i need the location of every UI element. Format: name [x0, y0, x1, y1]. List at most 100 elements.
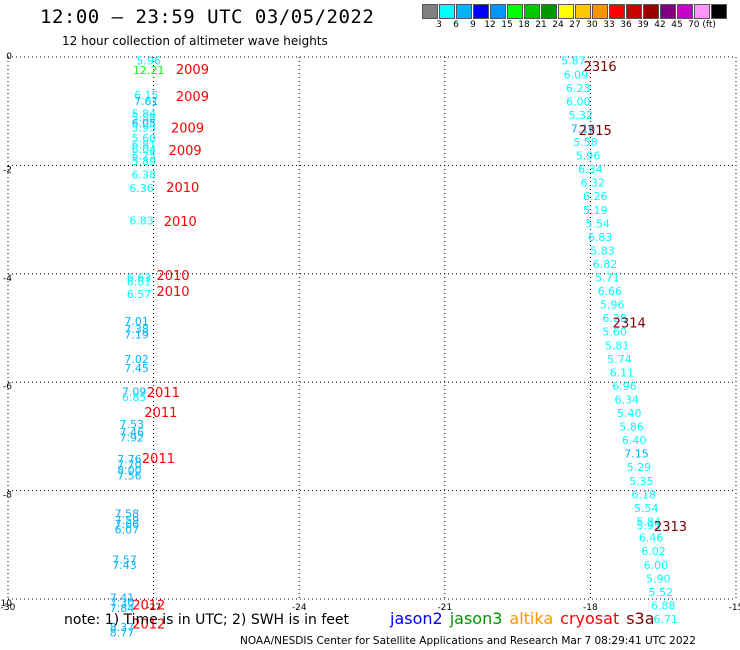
legend-label: 3	[436, 20, 442, 30]
y-tick-label: -2	[3, 165, 12, 175]
wave-height-point: 5.58	[573, 136, 598, 149]
wave-height-point: 6.26	[583, 190, 608, 203]
wave-height-point: 6.63	[127, 272, 152, 285]
wave-height-point: 6.40	[622, 434, 647, 447]
satellite-jason3: jason3	[449, 609, 503, 628]
legend-label: 70 (ft)	[688, 20, 716, 30]
y-tick-label: -8	[3, 491, 12, 501]
legend-label: 24	[552, 20, 564, 30]
legend-label: 30	[586, 20, 598, 30]
wave-height-point: 6.81	[132, 139, 157, 152]
time-annotation: 2010	[166, 181, 199, 196]
time-annotation: 2009	[176, 90, 209, 105]
legend-label: 39	[637, 20, 649, 30]
wave-height-point: 6.09	[564, 68, 589, 81]
legend-swatch	[422, 4, 438, 19]
wave-height-point: 6.28	[602, 312, 627, 325]
y-tick-label: -4	[3, 274, 12, 284]
wave-height-point: 7.59	[115, 514, 140, 527]
wave-height-point: 5.84	[132, 107, 157, 120]
legend-swatch	[626, 4, 642, 19]
wave-height-point: 6.00	[566, 95, 591, 108]
wave-height-point: 7.58	[115, 507, 140, 520]
wave-height-point: 6.32	[581, 177, 606, 190]
legend-label: 6	[453, 20, 459, 30]
legend-swatch	[541, 4, 557, 19]
wave-height-point: 5.29	[627, 461, 652, 474]
wave-height-point: 5.83	[590, 244, 615, 257]
legend-swatch	[711, 4, 727, 19]
wave-height-point: 5.88	[132, 112, 157, 125]
wave-height-point: 5.71	[595, 272, 620, 285]
wave-height-point: 6.04	[132, 143, 157, 156]
wave-height-point: 7.43	[112, 559, 137, 572]
wave-height-point: 5.60	[132, 132, 157, 145]
wave-height-point: 6.02	[641, 545, 666, 558]
wave-height-point: 6.25	[132, 150, 157, 163]
legend-swatch	[609, 4, 625, 19]
wave-height-point: 6.46	[639, 532, 664, 545]
legend-swatch	[643, 4, 659, 19]
wave-height-point: 7.16	[571, 122, 596, 135]
wave-height-point: 6.00	[644, 559, 669, 572]
legend-label: 45	[671, 20, 683, 30]
y-tick-label: -10	[0, 599, 12, 609]
wave-height-point: 5.96	[136, 55, 161, 68]
wave-height-point: 6.11	[610, 366, 635, 379]
legend-swatch	[660, 4, 676, 19]
chart-grid	[7, 56, 737, 600]
wave-height-point: 5.60	[602, 326, 627, 339]
wave-height-point: 5.40	[617, 407, 642, 420]
wave-height-point: 7.56	[117, 469, 142, 482]
wave-height-point: 5.89	[132, 155, 157, 168]
wave-height-point: 5.74	[607, 353, 632, 366]
wave-height-point: 6.96	[612, 380, 637, 393]
legend-swatches	[422, 4, 740, 19]
wave-height-point: 5.95	[132, 121, 157, 134]
wave-height-point: 6.83	[129, 215, 154, 228]
wave-height-point: 5.96	[600, 299, 625, 312]
time-annotation: 2010	[164, 215, 197, 230]
y-tick-label: -6	[3, 382, 12, 392]
wave-height-point: 6.23	[566, 82, 591, 95]
wave-height-point: 7.30	[110, 597, 135, 610]
wave-height-point: 5.90	[646, 572, 671, 585]
time-annotation: 2316	[584, 60, 617, 75]
wave-height-point: 7.19	[124, 328, 149, 341]
legend-label: 21	[535, 20, 547, 30]
wave-height-point: 6.66	[598, 285, 623, 298]
wave-height-point: 7.57	[112, 553, 137, 566]
wave-height-point: 6.07	[115, 524, 140, 537]
legend-label: 27	[569, 20, 581, 30]
legend-swatch	[575, 4, 591, 19]
wave-height-point: 7.46	[120, 426, 145, 439]
wave-height-point: 7.09	[122, 385, 147, 398]
time-annotation: 2010	[156, 285, 189, 300]
wave-height-point: 5.54	[634, 502, 659, 515]
legend-label: 15	[501, 20, 513, 30]
legend-labels: 3 6 9 12 15 18 21 24 27 30 33 36 39 42 45 70 (ft)	[422, 19, 740, 31]
wave-height-point: 5.96	[576, 150, 601, 163]
time-annotation: 2011	[144, 406, 177, 421]
page-title: 12:00 – 23:59 UTC 03/05/2022	[40, 6, 375, 28]
wave-height-point: 7.76	[117, 453, 142, 466]
wave-height-point: 8.77	[110, 627, 135, 640]
wave-height-point: 6.38	[132, 169, 157, 182]
wave-height-point: 5.84	[636, 515, 661, 528]
page-subtitle: 12 hour collection of altimeter wave hei…	[62, 34, 328, 48]
wave-height-point: 5.32	[568, 109, 593, 122]
data-points: 5.9612.216.157.615.845.886.055.955.606.8…	[110, 55, 678, 640]
time-annotation: 2010	[156, 269, 189, 284]
x-tick-label: -30	[1, 603, 16, 613]
legend-swatch	[558, 4, 574, 19]
legend-label: 33	[603, 20, 615, 30]
axis-tick-labels: -30-27-24-21-18-150-2-4-6-8-10	[0, 52, 740, 613]
wave-height-point: 6.85	[122, 391, 147, 404]
wave-height-point: 5.35	[629, 475, 654, 488]
wave-height-point: 5.86	[619, 421, 644, 434]
wave-height-point: 6.82	[593, 258, 618, 271]
legend-swatch	[677, 4, 693, 19]
legend-swatch	[439, 4, 455, 19]
